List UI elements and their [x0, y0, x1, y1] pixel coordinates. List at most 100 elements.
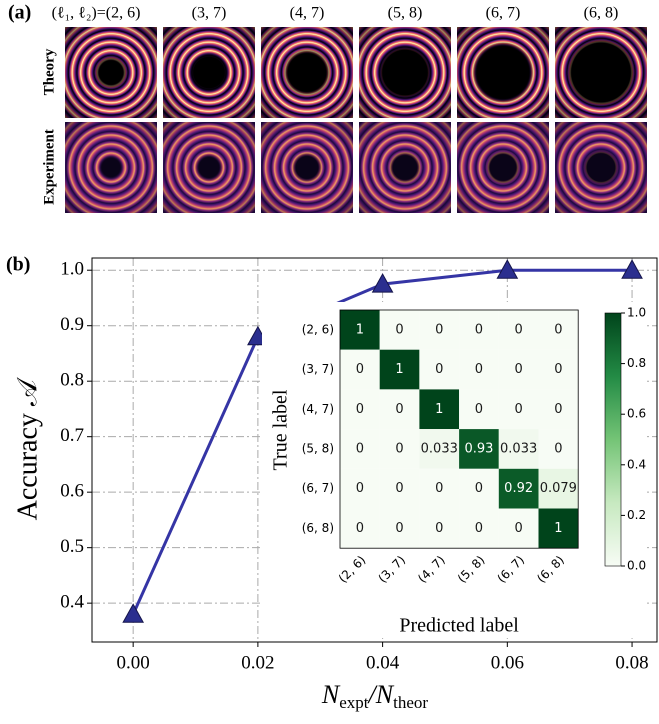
cell-label: 0 [435, 322, 443, 337]
column-label: (3, 7) [192, 5, 227, 22]
theory-image [555, 27, 647, 118]
x-tick-label: 0.00 [117, 652, 150, 673]
marker [371, 273, 394, 293]
cell-label: 0 [356, 362, 364, 377]
cell [419, 310, 460, 350]
experiment-image [555, 122, 647, 213]
cell [498, 468, 539, 509]
marker [621, 259, 643, 279]
colorbar-tick-label: 0.8 [627, 356, 646, 370]
cell [459, 349, 499, 390]
cell-label: 1 [356, 322, 364, 337]
x-axis-label: Nexpt/Ntheor [321, 680, 428, 712]
y-axis-label: True label [270, 389, 292, 470]
cell-label: 0 [554, 322, 562, 337]
x-axis-label-part: N [321, 680, 341, 709]
cell-label: 0 [554, 402, 562, 417]
y-tick-label: 0.5 [60, 536, 84, 557]
cell-label: 0.93 [464, 441, 493, 456]
cell-label: 0.033 [421, 441, 458, 456]
cell [538, 508, 579, 549]
cell-label: 0 [395, 521, 403, 536]
cell [340, 468, 380, 509]
cell-label: 0 [515, 521, 523, 536]
cell [340, 349, 380, 390]
colorbar-tick-label: 0.2 [627, 508, 646, 522]
cell-label: 0 [515, 322, 523, 337]
y-tick-label: 0.6 [60, 481, 84, 502]
cell [340, 389, 380, 430]
cell [498, 349, 539, 390]
x-axis-label-part: expt [339, 693, 369, 712]
y-tick-label: 0.7 [60, 425, 84, 446]
y-tick-label: 0.8 [60, 370, 84, 391]
x-axis-label-part: /N [367, 680, 395, 709]
marker [122, 603, 145, 623]
cell [498, 508, 539, 549]
colorbar-tick-label: 0.0 [627, 559, 646, 573]
panel-label: (a) [8, 2, 31, 24]
cell [340, 429, 380, 469]
cell-label: 0 [435, 521, 443, 536]
marker [496, 259, 519, 279]
cell-label: 0 [395, 322, 403, 337]
cell-label: 0 [554, 362, 562, 377]
theory-image [359, 27, 451, 118]
column-label: (6, 8) [584, 5, 619, 22]
cell [459, 310, 499, 350]
y-tick-label: 1.0 [60, 259, 84, 280]
cell [459, 508, 499, 549]
y-tick-label: (3, 7) [302, 362, 334, 376]
cell [498, 429, 539, 469]
cell [459, 468, 499, 509]
experiment-image [163, 122, 255, 213]
cell-label: 0 [435, 362, 443, 377]
cell-label: 0 [475, 402, 483, 417]
cell-label: 0 [356, 521, 364, 536]
cell [419, 468, 460, 509]
cell-label: 0 [475, 521, 483, 536]
y-tick-label: (6, 7) [302, 481, 334, 495]
column-label: (ℓ₁, ℓ₂)=(2, 6) [52, 5, 141, 22]
cell [340, 310, 380, 350]
cell-label: 0 [395, 402, 403, 417]
cell [379, 508, 420, 549]
cell-label: 0.079 [540, 481, 577, 496]
cell-label: 0 [475, 362, 483, 377]
cell [538, 468, 579, 509]
cell [340, 508, 380, 549]
cell [379, 349, 420, 390]
cell-label: 0 [515, 362, 523, 377]
cell-label: 0 [435, 481, 443, 496]
cell-label: 0 [554, 441, 562, 456]
cell [379, 468, 420, 509]
theory-image [457, 27, 549, 118]
y-tick-label: (5, 8) [302, 441, 334, 455]
cell [538, 349, 579, 390]
cell [459, 429, 499, 469]
theory-image [65, 27, 157, 118]
row-label: Experiment [41, 129, 57, 205]
theory-image [261, 27, 353, 118]
cell [419, 349, 460, 390]
row-label: Theory [41, 48, 57, 95]
colorbar-tick-label: 0.6 [627, 407, 646, 421]
axes-frame [91, 257, 658, 643]
cell [379, 429, 420, 469]
x-tick-label: 0.08 [615, 652, 648, 673]
cell [379, 310, 420, 350]
experiment-image [65, 122, 157, 213]
cell-label: 0 [356, 402, 364, 417]
x-tick-label: 0.04 [366, 652, 400, 673]
x-axis-label-part: theor [393, 693, 428, 712]
cell-label: 0 [475, 481, 483, 496]
cell [419, 508, 460, 549]
cell [419, 389, 460, 430]
cell [538, 429, 579, 469]
colorbar [604, 312, 622, 567]
cell [459, 389, 499, 430]
cell [419, 429, 460, 469]
experiment-image [261, 122, 353, 213]
